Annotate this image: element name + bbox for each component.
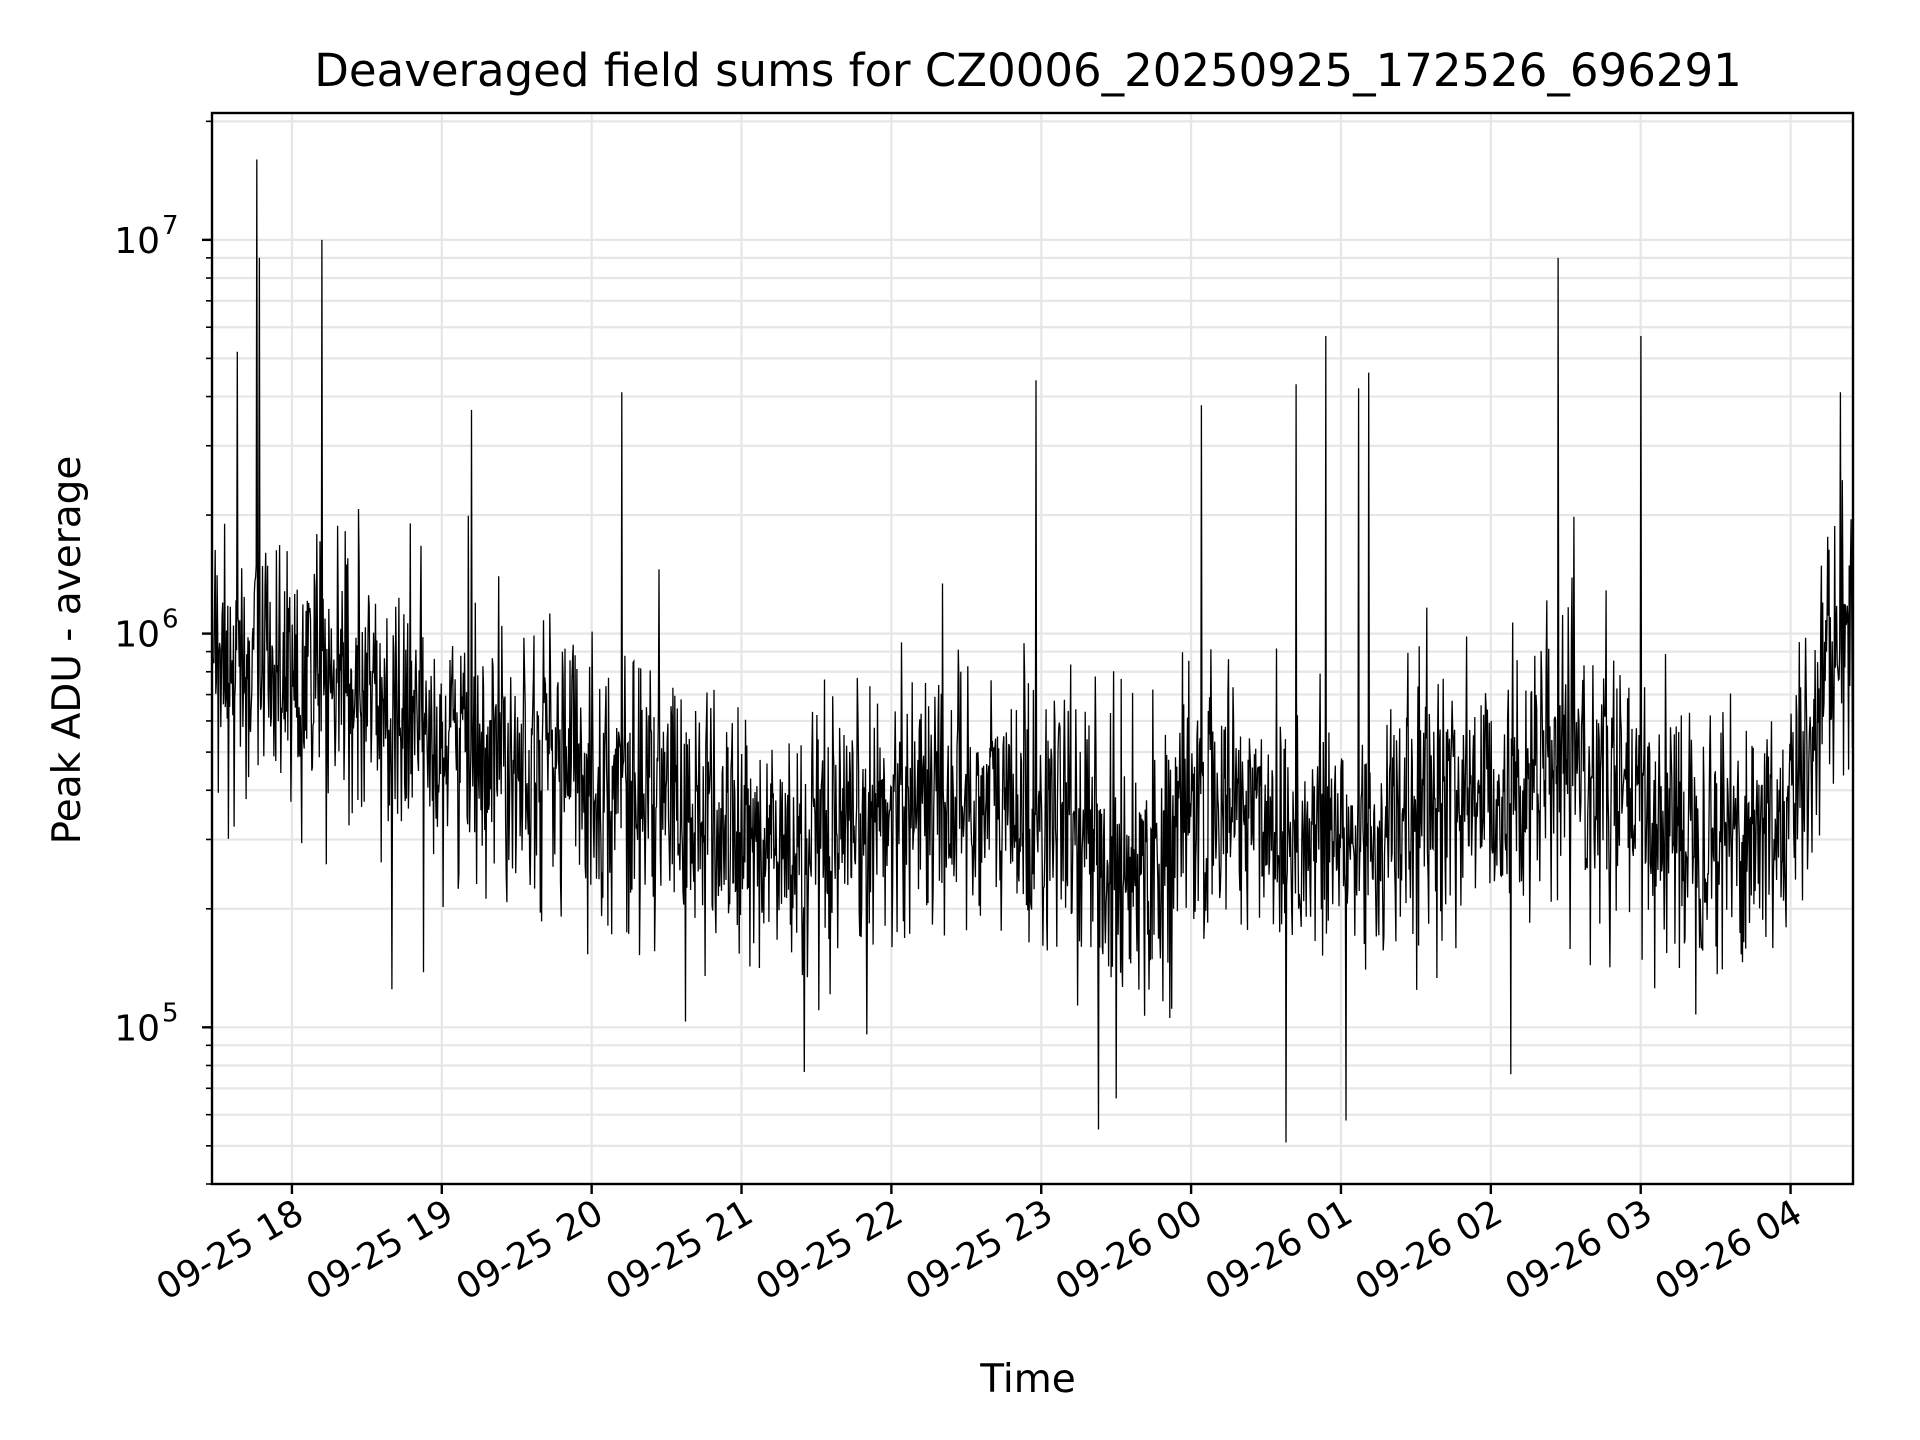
y-tick-label: 10 — [114, 615, 160, 656]
x-tick-label: 09-25 18 — [150, 1192, 311, 1308]
x-tick-label: 09-25 19 — [300, 1192, 461, 1308]
y-tick-exponent: 7 — [162, 211, 179, 241]
plot-frame — [210, 111, 1855, 1186]
y-tick-exponent: 6 — [162, 605, 179, 635]
x-axis-label: Time — [979, 1357, 1075, 1402]
x-tick-label: 09-25 22 — [749, 1192, 910, 1308]
grid-layer — [212, 113, 1853, 1186]
x-tick-label: 09-25 21 — [599, 1192, 760, 1308]
series-line — [211, 159, 1854, 1143]
x-tick-label: 09-26 03 — [1499, 1192, 1660, 1308]
y-tick-label: 10 — [114, 221, 160, 262]
x-tick-label: 09-26 00 — [1049, 1192, 1210, 1308]
x-tick-label: 09-25 23 — [899, 1192, 1060, 1308]
x-tick-label: 09-26 04 — [1648, 1192, 1809, 1308]
x-tick-label: 09-26 02 — [1349, 1192, 1510, 1308]
series-layer — [211, 159, 1854, 1143]
x-tick-label: 09-26 01 — [1199, 1192, 1360, 1308]
x-tick-label: 09-25 20 — [449, 1192, 610, 1308]
y-axis-label: Peak ADU - average — [45, 456, 90, 845]
chart-title: Deaveraged field sums for CZ0006_2025092… — [314, 44, 1741, 97]
y-tick-label: 10 — [114, 1008, 160, 1049]
y-tick-exponent: 5 — [162, 998, 179, 1028]
